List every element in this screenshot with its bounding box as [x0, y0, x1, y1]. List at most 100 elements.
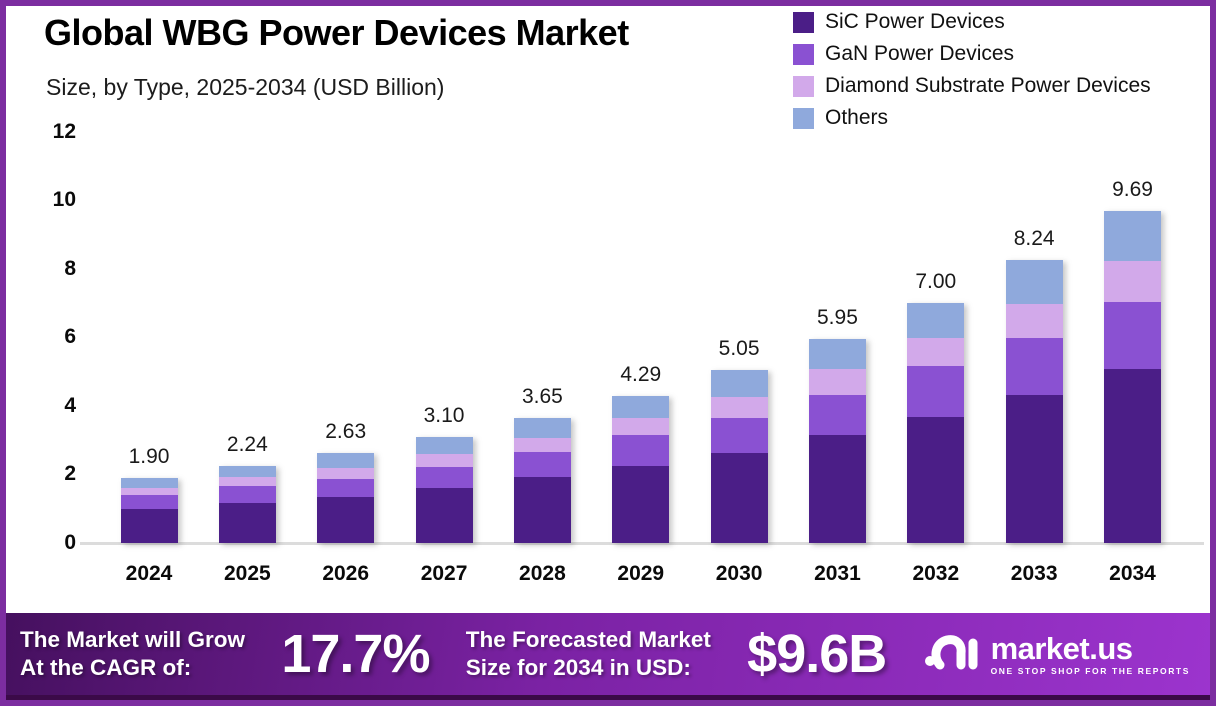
- bar-segment-others: [120, 477, 178, 488]
- bar-segment-diamond-substrate-power-devices: [808, 369, 866, 395]
- market-us-logo-icon: [923, 627, 981, 682]
- legend-item: GaN Power Devices: [793, 42, 1151, 66]
- bar-segment-gan-power-devices: [612, 435, 670, 467]
- bar-segment-sic-power-devices: [710, 452, 768, 543]
- bar-total-label: 2.24: [226, 433, 268, 457]
- stacked-bar-2031: [808, 338, 866, 543]
- brand-tagline: ONE STOP SHOP FOR THE REPORTS: [990, 665, 1190, 676]
- y-axis-tick-label: 0: [64, 531, 76, 554]
- cagr-label: The Market will Grow At the CAGR of:: [20, 626, 246, 680]
- stacked-bar-2026: [317, 452, 375, 543]
- bar-segment-gan-power-devices: [907, 366, 965, 417]
- bar-total-label: 4.29: [620, 362, 662, 386]
- legend-label: Diamond Substrate Power Devices: [825, 74, 1151, 97]
- bar-total-label: 1.90: [128, 444, 170, 468]
- bar-segment-sic-power-devices: [218, 502, 276, 543]
- bar-segment-diamond-substrate-power-devices: [710, 397, 768, 418]
- bar-segment-diamond-substrate-power-devices: [907, 337, 965, 367]
- bar-segment-diamond-substrate-power-devices: [513, 437, 571, 453]
- bar-chart: 0 2 4 6 8 10 12 1.90 2024 2.24 2025 2.63 2026 3.10 202…: [52, 119, 1204, 585]
- bar-total-label: 3.10: [423, 403, 465, 427]
- stacked-bar-2028: [513, 417, 571, 543]
- bar-segment-diamond-substrate-power-devices: [415, 454, 473, 467]
- x-axis-tick-label: 2032: [912, 562, 960, 585]
- y-axis-tick-label: 10: [52, 188, 76, 212]
- bar-total-label: 9.69: [1112, 177, 1153, 201]
- bar-segment-gan-power-devices: [218, 486, 276, 503]
- stacked-bar-2029: [612, 395, 670, 543]
- bar-segment-others: [415, 436, 473, 455]
- bar-segment-sic-power-devices: [415, 487, 473, 543]
- x-axis-tick-label: 2027: [420, 562, 468, 585]
- bar-segment-others: [1005, 260, 1063, 304]
- bar-segment-sic-power-devices: [120, 508, 178, 543]
- bar-segment-diamond-substrate-power-devices: [218, 476, 276, 487]
- bar-segment-gan-power-devices: [120, 495, 178, 509]
- brand-name: market.us: [990, 630, 1133, 666]
- bar-segment-others: [317, 452, 375, 468]
- bar-segment-diamond-substrate-power-devices: [1104, 261, 1161, 302]
- stacked-bar-2034: [1104, 210, 1161, 543]
- bar-segment-others: [808, 338, 866, 370]
- brand-logo: market.us ONE STOP SHOP FOR THE REPORTS: [923, 627, 1190, 682]
- stacked-bar-2030: [710, 369, 768, 543]
- bar-segment-gan-power-devices: [808, 394, 866, 436]
- legend: SiC Power Devices GaN Power Devices Diamon…: [793, 10, 1151, 130]
- bar-segment-diamond-substrate-power-devices: [120, 487, 178, 496]
- bar-segment-gan-power-devices: [1104, 301, 1161, 370]
- legend-item: Diamond Substrate Power Devices: [793, 74, 1151, 98]
- x-axis-tick-label: 2028: [519, 562, 566, 585]
- bar-segment-others: [513, 417, 571, 438]
- x-axis-line: [80, 542, 1204, 545]
- x-axis-tick-label: 2034: [1109, 562, 1156, 585]
- bar-segment-others: [612, 395, 670, 418]
- bar-segment-gan-power-devices: [317, 478, 375, 498]
- x-axis-tick-label: 2026: [322, 562, 370, 585]
- y-axis-tick-label: 4: [64, 393, 76, 417]
- x-axis-tick-label: 2029: [617, 562, 665, 585]
- bar-total-label: 2.63: [325, 419, 367, 443]
- y-axis-tick-label: 12: [52, 119, 76, 143]
- y-axis-tick-label: 6: [64, 325, 76, 349]
- stacked-bar-2024: [120, 477, 178, 543]
- bar-segment-gan-power-devices: [710, 417, 768, 453]
- legend-label: SiC Power Devices: [825, 10, 1005, 33]
- bar-segment-others: [218, 466, 276, 477]
- bar-total-label: 8.24: [1013, 227, 1055, 251]
- bar-segment-gan-power-devices: [415, 466, 473, 488]
- bar-segment-sic-power-devices: [612, 466, 670, 543]
- bar-segment-diamond-substrate-power-devices: [317, 467, 375, 479]
- legend-label: Others: [825, 106, 889, 129]
- legend-label: GaN Power Devices: [825, 42, 1015, 65]
- bar-segment-sic-power-devices: [1104, 369, 1161, 543]
- x-axis-tick-label: 2024: [125, 562, 173, 585]
- x-axis-tick-label: 2033: [1010, 562, 1058, 585]
- bar-segment-sic-power-devices: [513, 476, 571, 543]
- legend-swatch: [793, 43, 814, 65]
- bar-segment-sic-power-devices: [808, 435, 866, 543]
- legend-swatch: [793, 75, 814, 97]
- x-axis-tick-label: 2030: [715, 562, 763, 585]
- stacked-bar-2033: [1005, 260, 1063, 543]
- legend-swatch: [793, 11, 814, 33]
- bar-segment-diamond-substrate-power-devices: [1005, 304, 1063, 338]
- stacked-bar-2032: [907, 302, 965, 543]
- footer-banner: The Market will Grow At the CAGR of: 17.…: [0, 613, 1216, 695]
- y-axis-tick-label: 2: [64, 462, 76, 486]
- bar-segment-others: [1104, 210, 1161, 262]
- cagr-value: 17.7%: [281, 624, 430, 684]
- bar-segment-sic-power-devices: [907, 416, 965, 543]
- bottom-strip: [0, 695, 1216, 706]
- bar-segment-diamond-substrate-power-devices: [612, 417, 670, 436]
- x-axis-tick-label: 2025: [223, 562, 271, 585]
- bar-total-label: 3.65: [521, 384, 563, 408]
- y-axis-tick-label: 8: [64, 256, 76, 280]
- bar-segment-sic-power-devices: [317, 497, 375, 543]
- forecast-label: The Forecasted Market Size for 2034 in U…: [465, 626, 711, 680]
- stacked-bar-2027: [415, 436, 473, 543]
- stacked-bar-2025: [218, 466, 276, 543]
- bar-segment-sic-power-devices: [1005, 394, 1063, 543]
- legend-item: SiC Power Devices: [793, 10, 1151, 34]
- chart-subtitle: Size, by Type, 2025-2034 (USD Billion): [46, 74, 445, 100]
